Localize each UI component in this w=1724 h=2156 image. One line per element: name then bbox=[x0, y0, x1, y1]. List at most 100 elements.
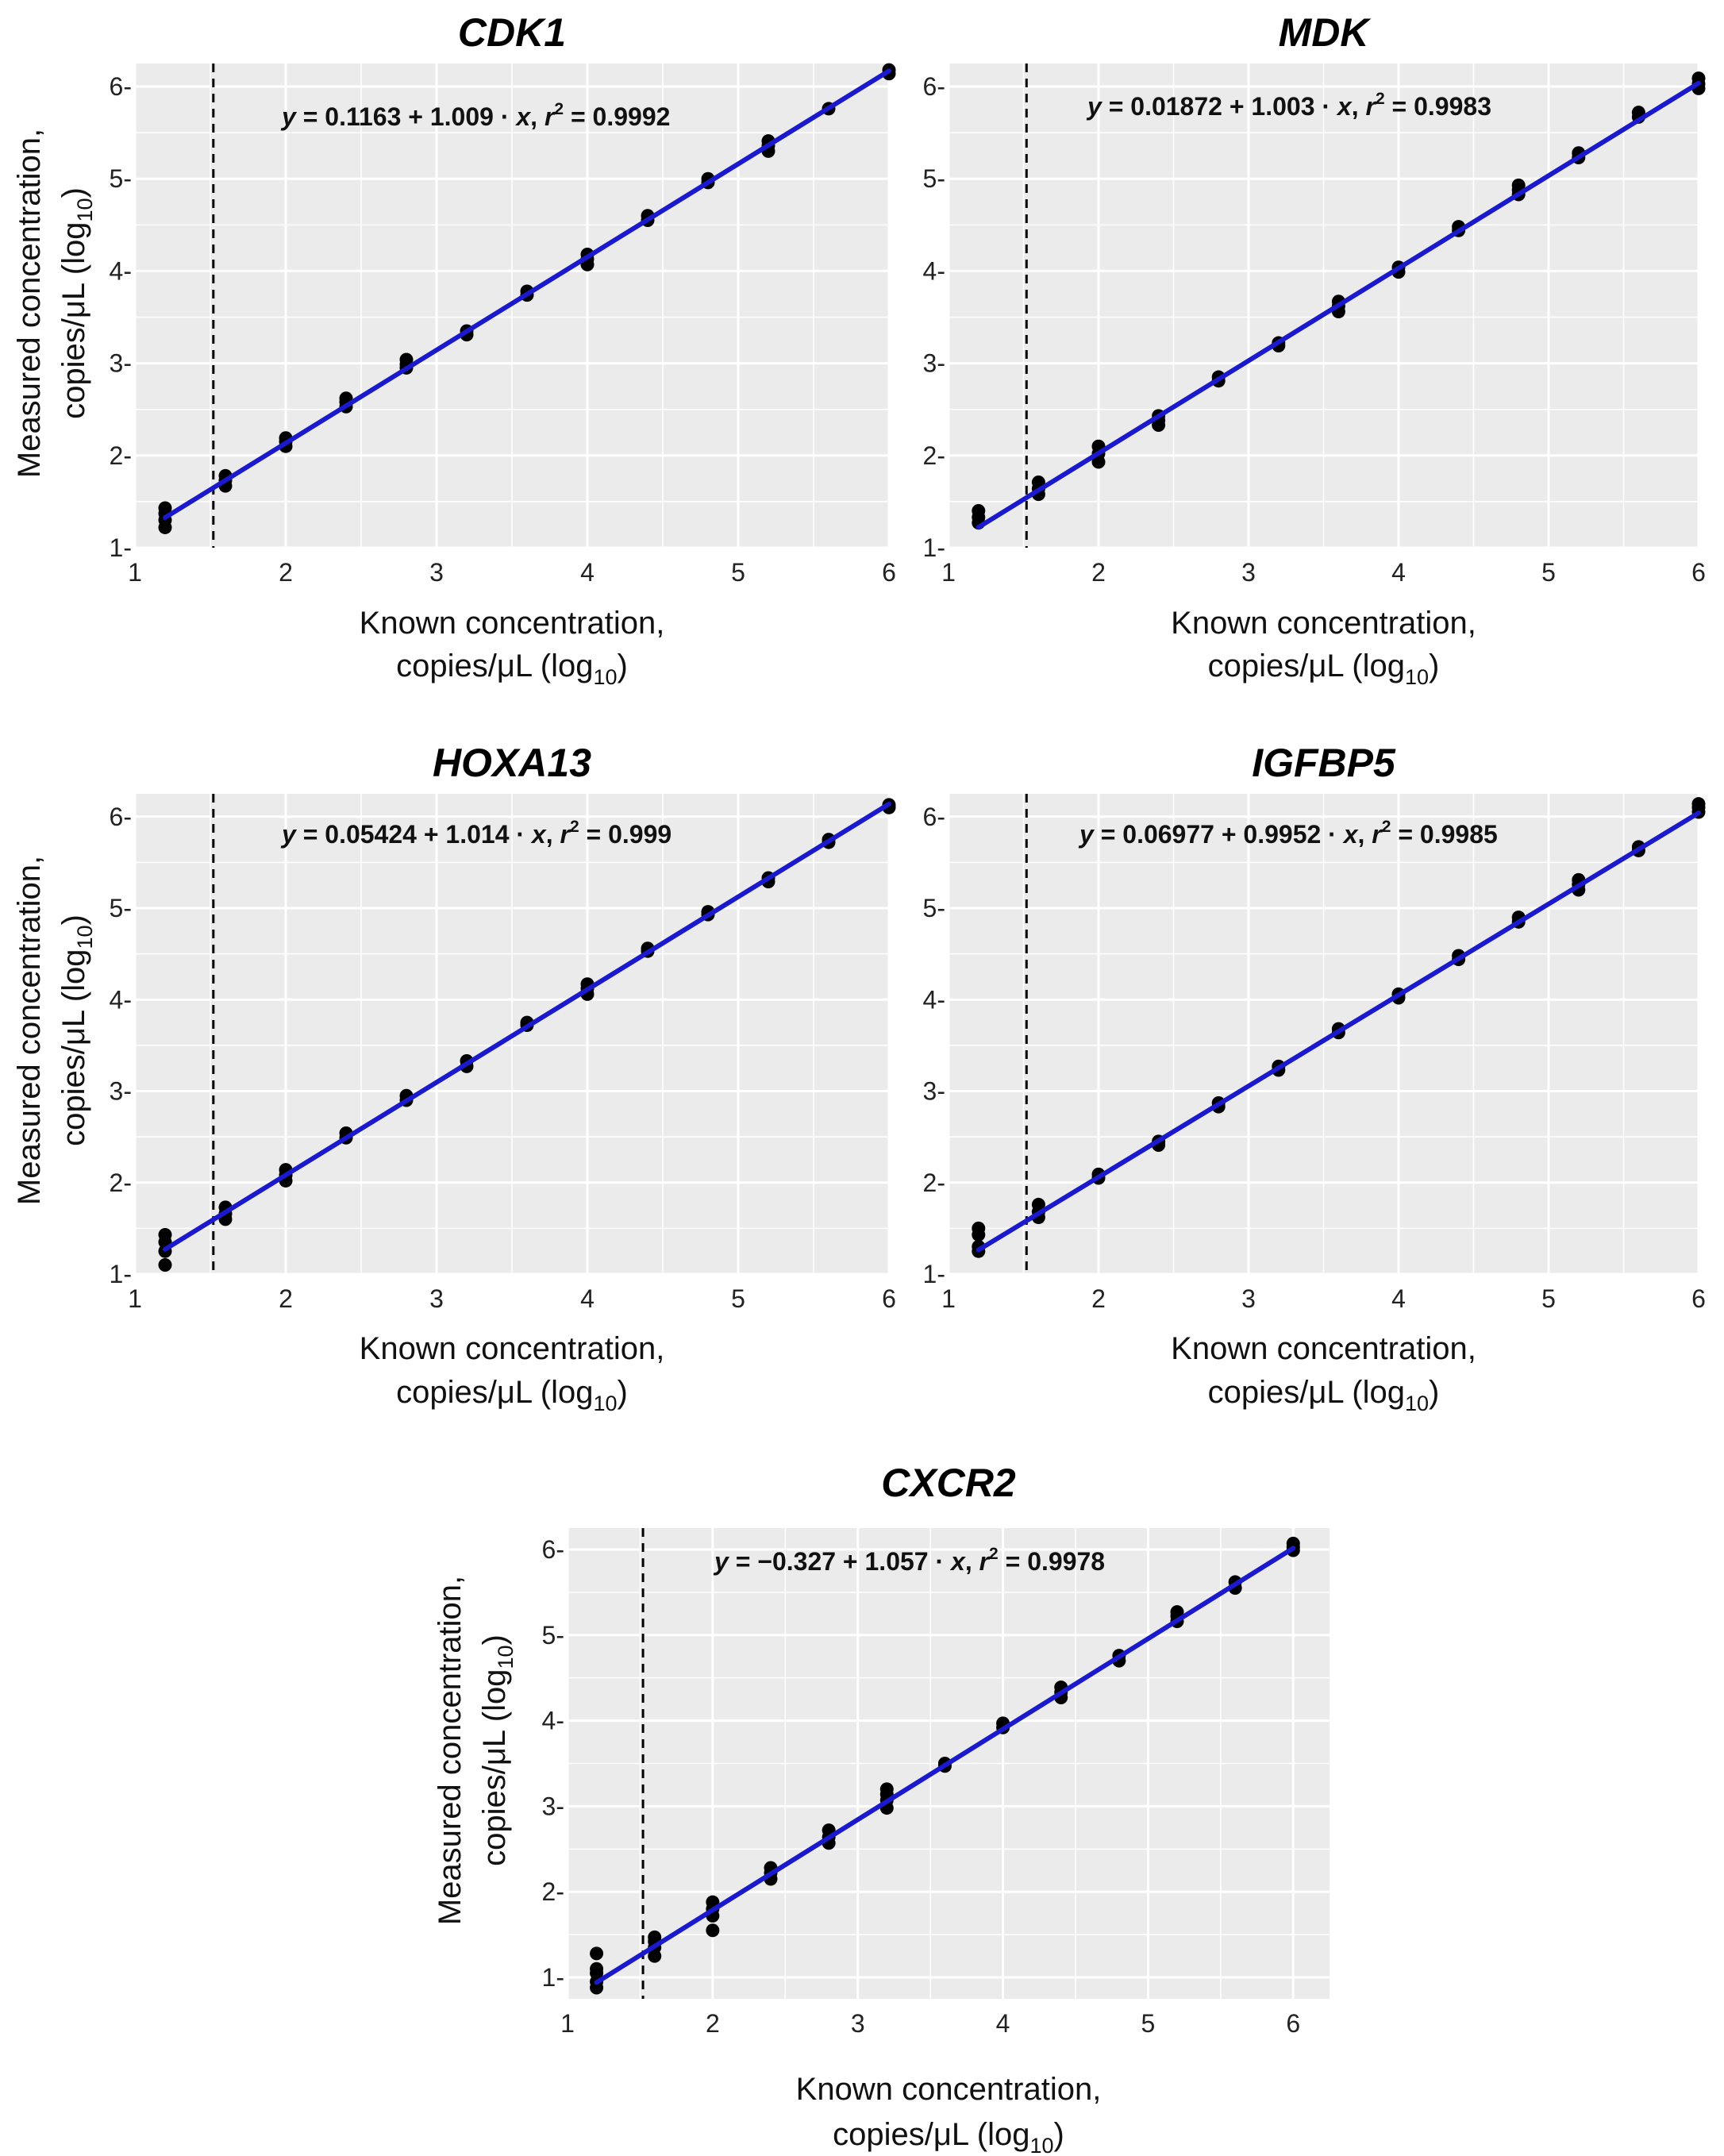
mdk-regression-line bbox=[976, 80, 1701, 530]
cdk1-x-tick-label: 3 bbox=[429, 558, 444, 587]
cxcr2-x-tick-label: 2 bbox=[706, 2009, 720, 2038]
hoxa13-y-tick-label: 3- bbox=[110, 1077, 132, 1106]
cxcr2-y-axis-label: Measured concentration, copies/μL (log10) bbox=[433, 1576, 518, 1925]
chart-cdk1: CDK1 1 2 3 4 5 6 1- 2- 3- 4- 5- 6- Known concentratio… bbox=[12, 10, 896, 689]
cxcr2-data-point bbox=[706, 1923, 720, 1938]
cxcr2-data-point bbox=[879, 1782, 894, 1796]
hoxa13-y-axis-label-units: copies/μL (log10) bbox=[56, 914, 97, 1146]
mdk-x-axis-label: Known concentration, bbox=[1171, 606, 1476, 641]
igfbp5-data-point bbox=[1691, 797, 1706, 811]
hoxa13-regression-line bbox=[163, 801, 891, 1252]
igfbp5-x-axis-label-units: copies/μL (log10) bbox=[1208, 1375, 1440, 1415]
cdk1-y-tick-label: 5- bbox=[110, 164, 132, 193]
hoxa13-y-axis-label-line1: Measured concentration, bbox=[12, 856, 47, 1205]
mdk-y-tick-label: 2- bbox=[923, 441, 945, 470]
cdk1-y-axis-label-units: copies/μL (log10) bbox=[56, 187, 97, 419]
cxcr2-x-axis-label: Known concentration, bbox=[796, 2072, 1102, 2107]
cdk1-x-axis-label-units: copies/μL (log10) bbox=[396, 649, 628, 689]
cxcr2-y-tick-label: 6- bbox=[542, 1535, 564, 1564]
cxcr2-x-axis-label-units: copies/μL (log10) bbox=[833, 2117, 1064, 2156]
cdk1-x-tick-label: 2 bbox=[279, 558, 293, 587]
chart-hoxa13: HOXA13 1 2 3 4 5 6 1- 2- 3- 4- 5- 6- Known concentrat… bbox=[12, 741, 896, 1415]
cxcr2-x-tick-label: 4 bbox=[996, 2009, 1010, 2038]
cxcr2-y-tick-label: 4- bbox=[542, 1707, 564, 1735]
cxcr2-data-point bbox=[590, 1946, 604, 1961]
hoxa13-x-tick-label: 1 bbox=[128, 1284, 142, 1313]
mdk-regression-equation: y = 0.01872 + 1.003 · x, r2 = 0.9983 bbox=[1086, 90, 1491, 121]
cxcr2-regression-line bbox=[594, 1546, 1296, 1985]
hoxa13-y-axis-label: Measured concentration, copies/μL (log10) bbox=[12, 856, 97, 1205]
mdk-x-tick-label: 6 bbox=[1691, 558, 1706, 587]
igfbp5-x-tick-label: 3 bbox=[1241, 1284, 1256, 1313]
igfbp5-y-tick-label: 5- bbox=[923, 894, 945, 922]
cdk1-y-axis-label: Measured concentration, copies/μL (log10) bbox=[12, 129, 97, 478]
hoxa13-title: HOXA13 bbox=[433, 741, 591, 785]
cxcr2-y-tick-label: 5- bbox=[542, 1621, 564, 1650]
mdk-x-tick-label: 3 bbox=[1241, 558, 1256, 587]
hoxa13-y-tick-label: 4- bbox=[110, 985, 132, 1014]
cxcr2-x-tick-label: 3 bbox=[851, 2009, 865, 2038]
cdk1-x-axis-label: Known concentration, bbox=[360, 606, 665, 641]
mdk-x-tick-label: 1 bbox=[941, 558, 956, 587]
cxcr2-y-axis-label-units: copies/μL (log10) bbox=[477, 1634, 518, 1866]
hoxa13-data-point bbox=[158, 1257, 172, 1272]
mdk-data-point bbox=[972, 504, 986, 518]
cdk1-x-tick-label: 5 bbox=[731, 558, 745, 587]
cxcr2-x-tick-label: 5 bbox=[1141, 2009, 1156, 2038]
igfbp5-x-tick-label: 4 bbox=[1391, 1284, 1406, 1313]
cdk1-title: CDK1 bbox=[458, 10, 566, 55]
hoxa13-x-tick-label: 6 bbox=[882, 1284, 896, 1313]
hoxa13-y-tick-label: 2- bbox=[110, 1168, 132, 1197]
mdk-x-tick-label: 4 bbox=[1391, 558, 1406, 587]
cdk1-x-tick-label: 1 bbox=[128, 558, 142, 587]
mdk-y-tick-label: 6- bbox=[923, 72, 945, 101]
igfbp5-x-tick-label: 2 bbox=[1091, 1284, 1106, 1313]
igfbp5-x-tick-label: 5 bbox=[1541, 1284, 1556, 1313]
chart-cxcr2: CXCR2 1 2 3 4 5 6 1- 2- 3- 4- 5- 6- Known concentrati… bbox=[433, 1461, 1330, 2156]
mdk-x-tick-label: 5 bbox=[1541, 558, 1556, 587]
mdk-y-tick-label: 5- bbox=[923, 164, 945, 193]
cxcr2-y-tick-label: 2- bbox=[542, 1877, 564, 1906]
hoxa13-regression-equation: y = 0.05424 + 1.014 · x, r2 = 0.999 bbox=[280, 818, 672, 849]
mdk-title: MDK bbox=[1279, 10, 1372, 55]
igfbp5-x-axis-label: Known concentration, bbox=[1171, 1331, 1476, 1366]
cdk1-y-tick-label: 4- bbox=[110, 256, 132, 285]
cxcr2-data-point bbox=[1170, 1605, 1184, 1619]
cdk1-y-tick-label: 3- bbox=[110, 349, 132, 378]
cxcr2-title: CXCR2 bbox=[881, 1461, 1016, 1505]
cxcr2-regression-equation: y = −0.327 + 1.057 · x, r2 = 0.9978 bbox=[713, 1545, 1105, 1576]
cxcr2-x-tick-label: 6 bbox=[1286, 2009, 1300, 2038]
cxcr2-y-tick-label: 1- bbox=[542, 1963, 564, 1992]
mdk-x-tick-label: 2 bbox=[1091, 558, 1106, 587]
igfbp5-y-tick-label: 3- bbox=[923, 1077, 945, 1106]
hoxa13-y-tick-label: 1- bbox=[110, 1260, 132, 1288]
cdk1-y-tick-label: 1- bbox=[110, 533, 132, 562]
cdk1-x-tick-label: 6 bbox=[882, 558, 896, 587]
mdk-y-tick-label: 4- bbox=[923, 256, 945, 285]
igfbp5-regression-equation: y = 0.06977 + 0.9952 · x, r2 = 0.9985 bbox=[1078, 818, 1498, 849]
cxcr2-y-axis-label-line1: Measured concentration, bbox=[433, 1576, 468, 1925]
cdk1-y-axis-label-line1: Measured concentration, bbox=[12, 129, 47, 478]
cdk1-y-tick-label: 6- bbox=[110, 72, 132, 101]
cdk1-regression-equation: y = 0.1163 + 1.009 · x, r2 = 0.9992 bbox=[280, 100, 670, 131]
igfbp5-y-tick-label: 2- bbox=[923, 1168, 945, 1197]
cxcr2-data-point bbox=[590, 1962, 604, 1976]
cdk1-regression-line bbox=[163, 68, 891, 520]
igfbp5-y-tick-label: 6- bbox=[923, 803, 945, 831]
cdk1-y-tick-label: 2- bbox=[110, 441, 132, 470]
cdk1-data-point bbox=[158, 501, 172, 515]
igfbp5-y-tick-label: 4- bbox=[923, 985, 945, 1014]
igfbp5-title: IGFBP5 bbox=[1252, 741, 1396, 785]
igfbp5-y-tick-label: 1- bbox=[923, 1260, 945, 1288]
mdk-data-point bbox=[1691, 71, 1706, 86]
cdk1-data-point bbox=[399, 352, 414, 367]
igfbp5-x-tick-label: 1 bbox=[941, 1284, 956, 1313]
cxcr2-data-point bbox=[1286, 1536, 1300, 1550]
mdk-y-tick-label: 3- bbox=[923, 349, 945, 378]
mdk-y-tick-label: 1- bbox=[923, 533, 945, 562]
igfbp5-data-point bbox=[972, 1221, 986, 1235]
cxcr2-data-point bbox=[648, 1930, 662, 1944]
hoxa13-x-tick-label: 2 bbox=[279, 1284, 293, 1313]
hoxa13-x-axis-label: Known concentration, bbox=[360, 1331, 665, 1366]
hoxa13-y-tick-label: 6- bbox=[110, 803, 132, 831]
